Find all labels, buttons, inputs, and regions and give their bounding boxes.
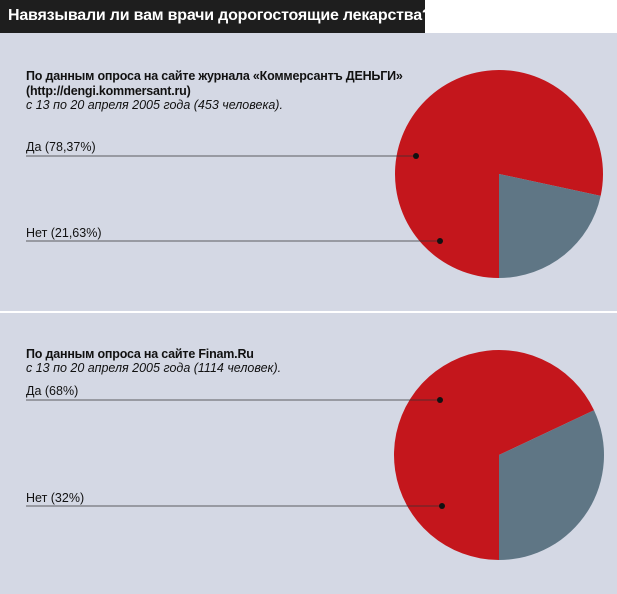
source-line-1: По данным опроса на сайте журнала «Комме… (26, 69, 403, 83)
pie-chart-2 (394, 350, 604, 560)
pie-slice-no (499, 174, 601, 278)
period-text: с 13 по 20 апреля 2005 года (453 человек… (26, 98, 283, 112)
legend-label-yes: Да (78,37%) (26, 140, 96, 154)
leader-dot-yes (413, 153, 419, 159)
leader-dot-yes (437, 397, 443, 403)
pie-slice-no (499, 410, 604, 560)
source-line-2: (http://dengi.kommersant.ru) (26, 84, 191, 98)
leader-dot-no (439, 503, 445, 509)
legend-label-no: Нет (21,63%) (26, 226, 102, 240)
pie-slice-yes (394, 69, 603, 278)
pie-chart-1 (394, 69, 603, 278)
source-line-1: По данным опроса на сайте Finam.Ru (26, 347, 254, 361)
legend-label-no: Нет (32%) (26, 491, 85, 505)
header-bar: Навязывали ли вам врачи дорогостоящие ле… (0, 0, 432, 33)
leader-dot-no (437, 238, 443, 244)
header: Навязывали ли вам врачи дорогостоящие ле… (0, 0, 617, 33)
page-title: Навязывали ли вам врачи дорогостоящие ле… (8, 7, 432, 24)
legend-label-yes: Да (68%) (26, 384, 79, 398)
period-text: с 13 по 20 апреля 2005 года (1114 челове… (26, 361, 282, 375)
panel-divider (0, 311, 617, 313)
